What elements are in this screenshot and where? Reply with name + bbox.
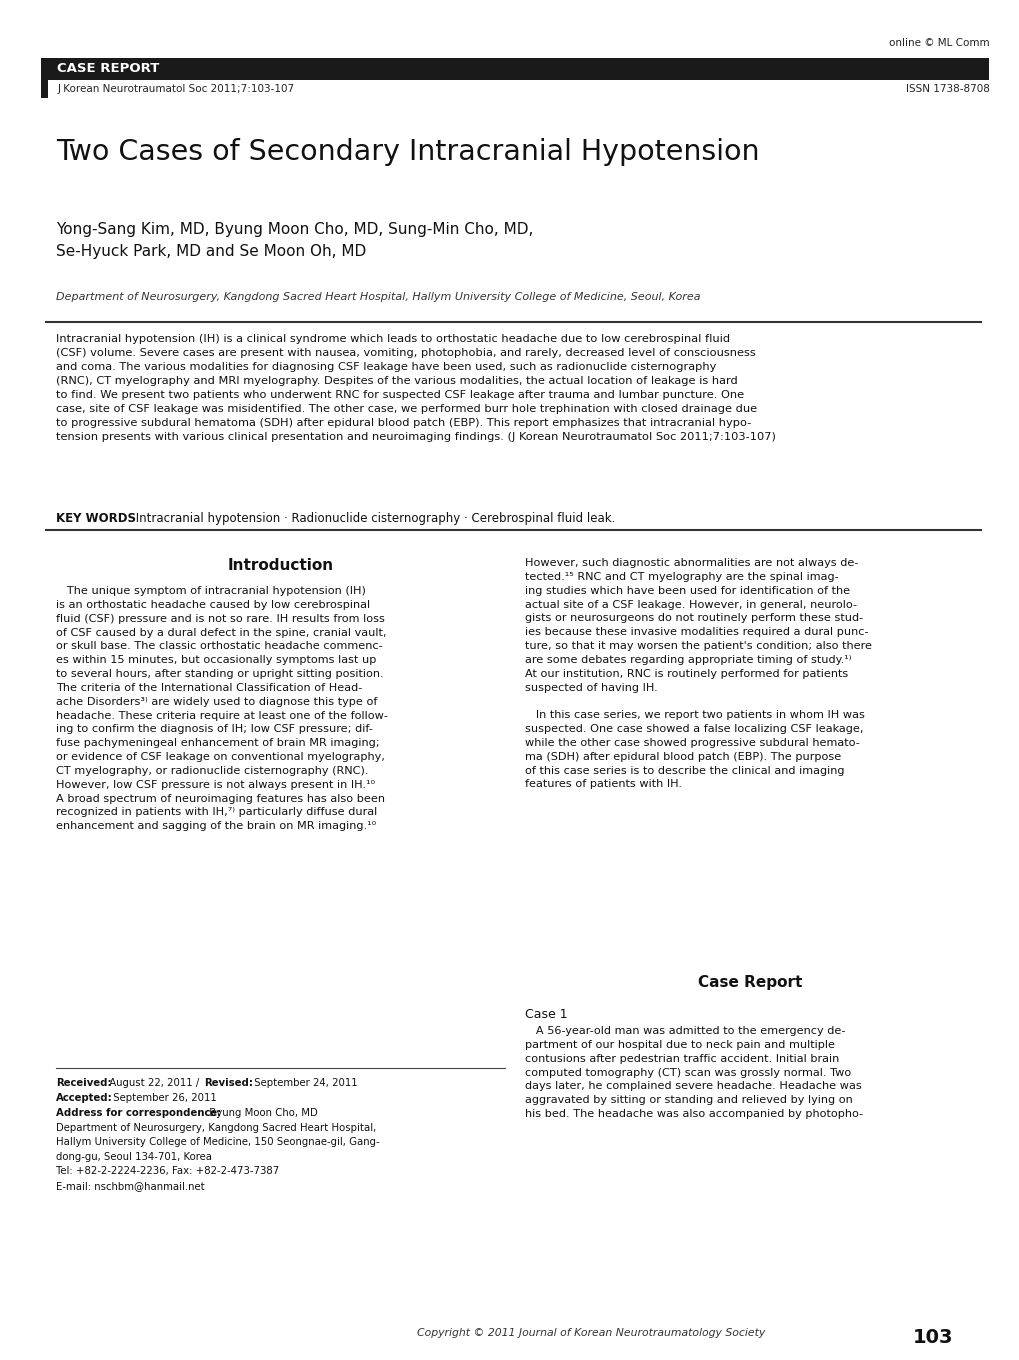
Text: Address for correspondence:: Address for correspondence:: [56, 1108, 221, 1118]
Text: Case Report: Case Report: [697, 975, 801, 990]
Text: Yong-Sang Kim, MD, Byung Moon Cho, MD, Sung-Min Cho, MD,
Se-Hyuck Park, MD and S: Yong-Sang Kim, MD, Byung Moon Cho, MD, S…: [56, 222, 533, 260]
Bar: [41, 58, 988, 80]
Text: Intracranial hypotension (IH) is a clinical syndrome which leads to orthostatic : Intracranial hypotension (IH) is a clini…: [56, 335, 775, 442]
Text: : Intracranial hypotension · Radionuclide cisternography · Cerebrospinal fluid l: : Intracranial hypotension · Radionuclid…: [128, 511, 614, 525]
Text: The unique symptom of intracranial hypotension (IH)
is an orthostatic headache c: The unique symptom of intracranial hypot…: [56, 586, 387, 831]
Text: Department of Neurosurgery, Kangdong Sacred Heart Hospital, Hallym University Co: Department of Neurosurgery, Kangdong Sac…: [56, 292, 700, 302]
Text: Accepted:: Accepted:: [56, 1093, 113, 1103]
Bar: [41, 58, 48, 98]
Text: online © ML Comm: online © ML Comm: [888, 38, 988, 48]
Text: Two Cases of Secondary Intracranial Hypotension: Two Cases of Secondary Intracranial Hypo…: [56, 137, 759, 166]
Text: KEY WORDS: KEY WORDS: [56, 511, 136, 525]
Text: ISSN 1738-8708: ISSN 1738-8708: [905, 84, 988, 94]
Text: Received:: Received:: [56, 1078, 112, 1088]
Text: Copyright © 2011 Journal of Korean Neurotraumatology Society: Copyright © 2011 Journal of Korean Neuro…: [417, 1327, 765, 1338]
Text: However, such diagnostic abnormalities are not always de-
tected.¹⁵ RNC and CT m: However, such diagnostic abnormalities a…: [525, 558, 871, 789]
Text: A 56-year-old man was admitted to the emergency de-
partment of our hospital due: A 56-year-old man was admitted to the em…: [525, 1025, 862, 1119]
Text: 103: 103: [912, 1327, 953, 1346]
Text: Case 1: Case 1: [525, 1008, 568, 1021]
Text: Introduction: Introduction: [227, 558, 333, 573]
Text: Department of Neurosurgery, Kangdong Sacred Heart Hospital,
Hallym University Co: Department of Neurosurgery, Kangdong Sac…: [56, 1123, 379, 1190]
Text: J Korean Neurotraumatol Soc 2011;7:103-107: J Korean Neurotraumatol Soc 2011;7:103-1…: [57, 84, 293, 94]
Text: September 26, 2011: September 26, 2011: [110, 1093, 217, 1103]
Text: Byung Moon Cho, MD: Byung Moon Cho, MD: [206, 1108, 318, 1118]
Text: August 22, 2011 /: August 22, 2011 /: [106, 1078, 203, 1088]
Text: Revised:: Revised:: [204, 1078, 253, 1088]
Text: CASE REPORT: CASE REPORT: [57, 63, 159, 76]
Text: September 24, 2011: September 24, 2011: [251, 1078, 358, 1088]
